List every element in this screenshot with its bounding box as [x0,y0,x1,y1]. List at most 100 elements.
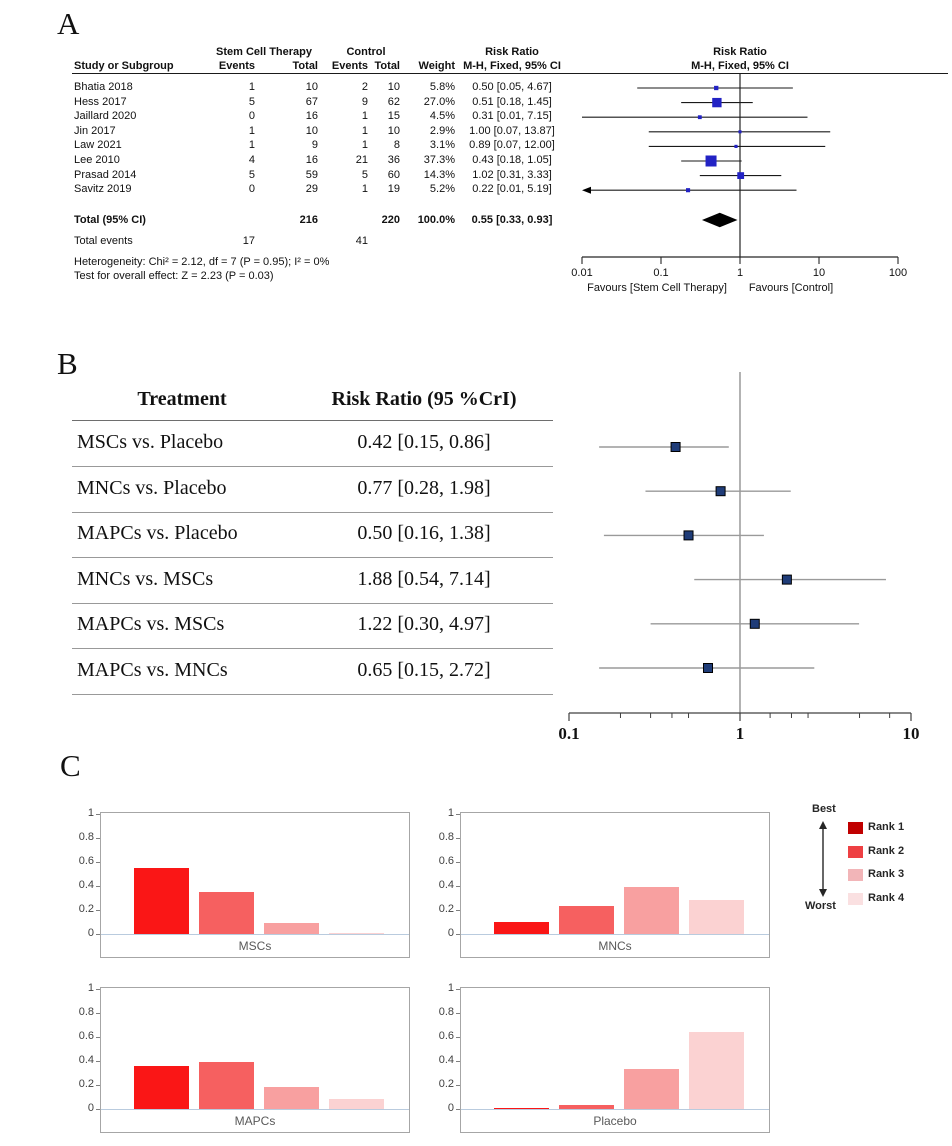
panel-c-label: C [60,748,81,783]
ci-text: 0.89 [0.07, 12.00] [469,139,555,152]
study-name: Prasad 2014 [74,168,137,181]
legend-worst-label: Worst [805,900,836,912]
weight: 37.3% [423,154,455,166]
total-sct: 16 [305,154,318,166]
events-ctrl: 1 [361,110,368,123]
y-axis-tick-label: 0.8 [78,1006,94,1018]
total-events-label: Total events [74,235,133,247]
forest-square-marker [705,155,717,167]
column-events-ctrl-header: Events [331,60,368,72]
events-sct: 0 [248,183,255,196]
total-sct: 67 [305,95,318,108]
forest-plot-b: 0.1 1 10 [558,372,920,743]
heterogeneity-text: Heterogeneity: Chi² = 2.12, df = 7 (P = … [74,256,330,268]
total-events-ctrl: 41 [355,235,368,247]
total-events-sct: 17 [242,235,255,247]
legend-item-label: Rank 4 [868,891,905,904]
row-separator [72,602,553,604]
forest-square-marker [749,618,760,629]
row-separator [72,693,553,695]
legend-swatch [848,892,863,905]
y-axis-tick-label: 0 [447,927,454,939]
y-axis-tick-label: 0.8 [438,1006,454,1018]
events-sct: 5 [248,95,255,108]
y-axis-tick [456,862,460,863]
weight: 27.0% [423,95,455,108]
plot-risk-ratio-header: Risk Ratio [713,46,767,58]
y-axis-tick [96,1037,100,1038]
overall-effect-text: Test for overall effect: Z = 2.23 (P = 0… [74,270,274,282]
summary-diamond [701,212,738,228]
bar [264,1087,319,1109]
events-ctrl: 1 [361,139,368,152]
total-sct: 16 [305,110,318,123]
total-ctrl: 60 [387,168,400,181]
y-axis-tick [96,814,100,815]
study-name: Jaillard 2020 [74,110,137,123]
y-axis-tick-label: 1 [87,807,94,819]
y-axis-tick-label: 0.2 [438,903,454,915]
chart-title: Placebo [593,1114,637,1128]
y-axis-tick [96,1061,100,1062]
y-axis-tick-label: 0.6 [78,855,94,867]
forest-plot-a: 0.01 0.1 1 10 100 Favours [Stem Cell Therapy]… [571,74,907,294]
total-ctrl: 8 [393,139,400,152]
total-ctrl: 19 [387,183,400,196]
y-axis-tick-label: 0.4 [438,1054,454,1066]
y-axis-tick-label: 1 [447,982,454,994]
chart-title: MNCs [598,939,632,953]
study-name: Bhatia 2018 [74,81,133,93]
y-axis-tick [96,838,100,839]
ci-text: 0.50 [0.05, 4.67] [472,81,552,93]
ci-text: 0.51 [0.18, 1.45] [472,95,552,108]
y-axis-tick [96,910,100,911]
events-sct: 0 [248,110,255,123]
total-ctrl: 62 [387,95,400,108]
chart-title: MAPCs [234,1114,276,1128]
legend-best-label: Best [812,803,836,815]
treatment-cell: MNCs vs. Placebo [77,476,227,499]
treatment-cell: MAPCs vs. MSCs [77,613,225,636]
study-name: Savitz 2019 [74,183,132,196]
zero-baseline [101,934,409,935]
y-axis-tick [456,1037,460,1038]
y-axis-tick-label: 0.8 [78,831,94,843]
column-group-control: Control [346,46,386,58]
column-method-header: M-H, Fixed, 95% CI [463,60,561,72]
total-sct: 10 [305,124,318,137]
bar [134,1065,189,1109]
forest-square-marker [714,85,719,91]
bar-chart-frame [460,987,770,1133]
y-axis-tick-label: 0.8 [438,831,454,843]
study-name: Lee 2010 [74,154,120,166]
table-header-underline [72,420,553,421]
y-axis-tick-label: 0.2 [438,1078,454,1090]
axis-tick-label: 10 [813,267,825,279]
axis-tick-label: 1 [737,267,743,279]
rr-value-cell: 0.42 [0.15, 0.86] [357,431,491,454]
legend-item-label: Rank 2 [868,844,905,857]
legend-item-label: Rank 3 [868,868,905,880]
bar [329,932,384,934]
legend-swatch [848,822,863,834]
y-axis-tick [456,886,460,887]
rr-value-cell: 1.22 [0.30, 4.97] [357,613,491,636]
bar [264,923,319,934]
panel-a-label: A [57,6,80,41]
axis-tick-label: 1 [736,724,745,743]
y-axis-tick-label: 0 [87,927,94,939]
forest-square-marker [781,574,792,585]
y-axis-tick [96,886,100,887]
forest-square-marker [715,486,726,497]
row-separator [72,648,553,649]
axis-tick-label: 10 [903,724,920,743]
bar [559,1105,614,1109]
y-axis-tick [456,910,460,911]
events-sct: 1 [248,81,255,93]
total-sct: 29 [305,183,318,196]
bar [199,892,254,934]
events-sct: 1 [248,139,255,152]
total-label: Total (95% CI) [74,214,146,226]
forest-square-marker [703,663,714,673]
